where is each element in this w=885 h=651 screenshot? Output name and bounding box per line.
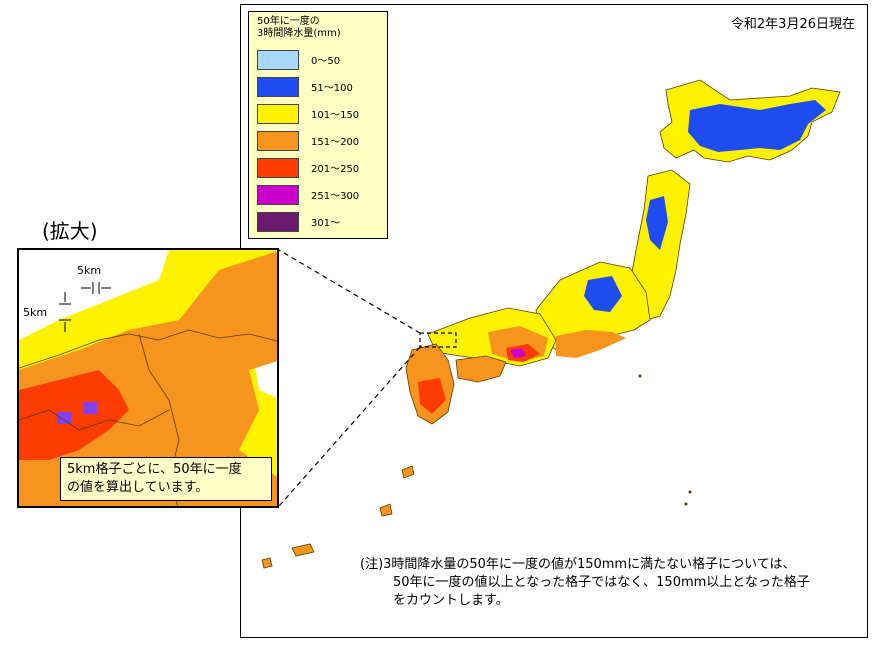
legend-title-line1: 50年に一度の <box>257 16 320 27</box>
legend-label: 0～50 <box>311 56 341 67</box>
legend-label: 201～250 <box>311 164 360 175</box>
shikoku-region <box>455 355 507 383</box>
zoom-caption: 5km格子ごとに、50年に一度 の値を算出しています。 <box>60 457 272 501</box>
chubu-orange <box>556 330 626 358</box>
kyushu-red <box>418 378 446 414</box>
island-dot <box>638 374 642 378</box>
legend: 50年に一度の 3時間降水量(mm) 0～50 51～100 101～150 151～… <box>248 11 388 239</box>
zoom-caption-line1: 5km格子ごとに、50年に一度 <box>67 462 242 477</box>
scale-label-horizontal: 5km <box>77 264 102 277</box>
legend-swatch <box>257 211 299 232</box>
legend-title-line2: 3時間降水量(mm) <box>257 28 341 39</box>
scale-label-vertical: 5km <box>23 306 48 319</box>
legend-swatch <box>257 103 299 124</box>
legend-swatch <box>257 184 299 205</box>
legend-swatch <box>257 157 299 178</box>
legend-label: 151～200 <box>311 137 360 148</box>
legend-label: 51～100 <box>311 83 353 94</box>
legend-item: 301～ <box>257 208 379 235</box>
legend-item: 251～300 <box>257 181 379 208</box>
legend-swatch <box>257 76 299 97</box>
zoom-white-top <box>19 250 169 340</box>
zoom-panel: 5km 5km 5km格子ごとに、50年に一度 の値を算出しています。 <box>17 248 279 508</box>
legend-label: 301～ <box>311 218 341 229</box>
legend-label: 251～300 <box>311 191 360 202</box>
zoom-red-area <box>19 370 129 460</box>
chubu-blue <box>584 276 622 312</box>
legend-swatch <box>257 49 299 70</box>
legend-swatch <box>257 130 299 151</box>
footnote-line1: (注)3時間降水量の50年に一度の値が150mmに満たない格子については、 <box>360 557 796 572</box>
legend-item: 151～200 <box>257 127 379 154</box>
footnote: (注)3時間降水量の50年に一度の値が150mmに満たない格子については、 50… <box>360 556 860 610</box>
hokkaido-blue <box>688 100 826 152</box>
okinawa-islands <box>261 465 415 569</box>
zoom-connector-bottom <box>278 346 421 507</box>
zoom-purple-cell-2 <box>83 402 97 414</box>
legend-item: 0～50 <box>257 46 379 73</box>
legend-rows: 0～50 51～100 101～150 151～200 201～250 251～300 30… <box>257 46 379 235</box>
zoom-indicator <box>419 332 457 348</box>
tohoku-blue <box>646 196 668 250</box>
kinki-magenta <box>510 348 526 358</box>
zoom-title: (拡大) <box>42 219 98 243</box>
legend-item: 101～150 <box>257 100 379 127</box>
zoom-connector-top <box>278 249 421 334</box>
legend-title: 50年に一度の 3時間降水量(mm) <box>257 16 379 40</box>
footnote-line2: 50年に一度の値以上となった格子ではなく、150mm以上となった格子 <box>393 575 810 590</box>
legend-item: 51～100 <box>257 73 379 100</box>
legend-label: 101～150 <box>311 110 360 121</box>
footnote-line3: をカウントします。 <box>393 593 509 608</box>
zoom-boundary <box>19 329 277 369</box>
zoom-purple-cell-1 <box>57 412 71 424</box>
date-label: 令和2年3月26日現在 <box>730 17 855 32</box>
zoom-boundary <box>19 409 170 431</box>
island-dot <box>684 502 688 506</box>
island-dot <box>688 490 692 494</box>
legend-item: 201～250 <box>257 154 379 181</box>
zoom-caption-line2: の値を算出しています。 <box>67 480 209 495</box>
